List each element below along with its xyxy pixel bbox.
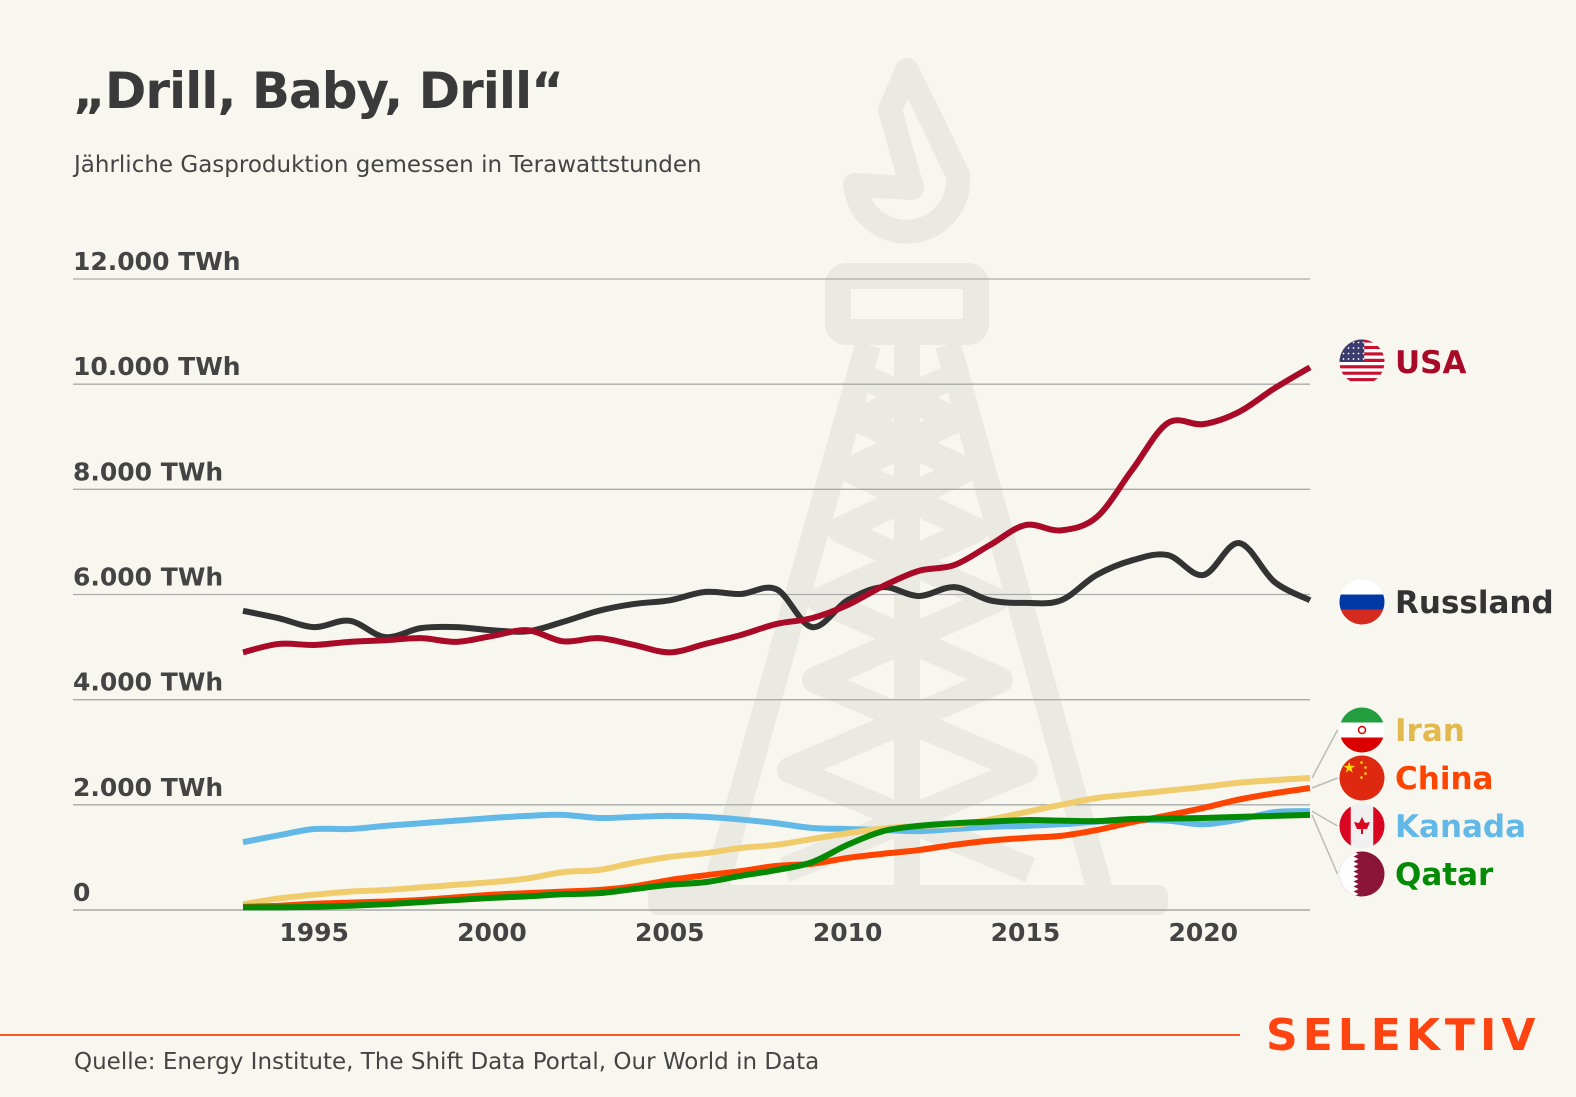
legend-label: Qatar (1395, 857, 1494, 893)
legend-connector (1311, 777, 1338, 789)
legend-label: Russland (1395, 585, 1554, 621)
chart-subtitle: Jährliche Gasproduktion gemessen in Tera… (74, 152, 702, 178)
legend-item-china: ★ China (1339, 755, 1493, 801)
series-line-iran (242, 775, 1311, 908)
x-tick-label: 2010 (813, 918, 883, 947)
qatar-flag-icon (1339, 851, 1385, 897)
source-note: Quelle: Energy Institute, The Shift Data… (74, 1049, 820, 1075)
x-tick-label: 2005 (635, 918, 705, 947)
selektiv-logo: SELEKTIV (1266, 1010, 1541, 1061)
china-flag-icon: ★ (1339, 755, 1385, 801)
y-tick-label: 8.000 TWh (73, 457, 223, 486)
legend-label: USA (1395, 345, 1467, 381)
legend-item-russland: Russland (1339, 579, 1554, 625)
oil-derrick-watermark-icon (648, 58, 1168, 915)
legend-item-kanada: Kanada (1339, 803, 1526, 849)
x-tick-label: 2020 (1169, 918, 1239, 947)
y-tick-label: 12.000 TWh (73, 247, 241, 276)
y-tick-label: 10.000 TWh (73, 352, 241, 381)
legend-connector (1311, 814, 1339, 875)
y-tick-label: 2.000 TWh (73, 773, 223, 802)
x-tick-label: 1995 (279, 918, 349, 947)
legend-item-usa: USA (1339, 339, 1467, 385)
series-line-russland (242, 539, 1312, 641)
canada-flag-icon (1339, 803, 1385, 849)
usa-flag-icon (1339, 339, 1385, 385)
y-tick-label: 0 (73, 878, 90, 907)
legend-connector (1311, 729, 1339, 779)
series-line-qatar (242, 811, 1311, 911)
y-tick-label: 4.000 TWh (73, 668, 223, 697)
x-tick-label: 2015 (991, 918, 1061, 947)
y-tick-label: 6.000 TWh (73, 563, 223, 592)
legend-label: Kanada (1395, 809, 1526, 845)
legend-connector (1311, 810, 1338, 827)
legend-label: Iran (1395, 713, 1465, 749)
svg-text:★: ★ (1343, 759, 1356, 777)
legend-label: China (1395, 761, 1493, 797)
iran-flag-icon (1339, 707, 1385, 753)
legend-item-qatar: Qatar (1339, 851, 1494, 897)
series-line-usa (242, 364, 1312, 656)
russia-flag-icon (1339, 579, 1385, 625)
legend-item-iran: Iran (1339, 707, 1465, 753)
x-tick-label: 2000 (457, 918, 527, 947)
footer-divider (0, 1034, 1240, 1036)
chart-title: „Drill, Baby, Drill“ (73, 62, 564, 120)
